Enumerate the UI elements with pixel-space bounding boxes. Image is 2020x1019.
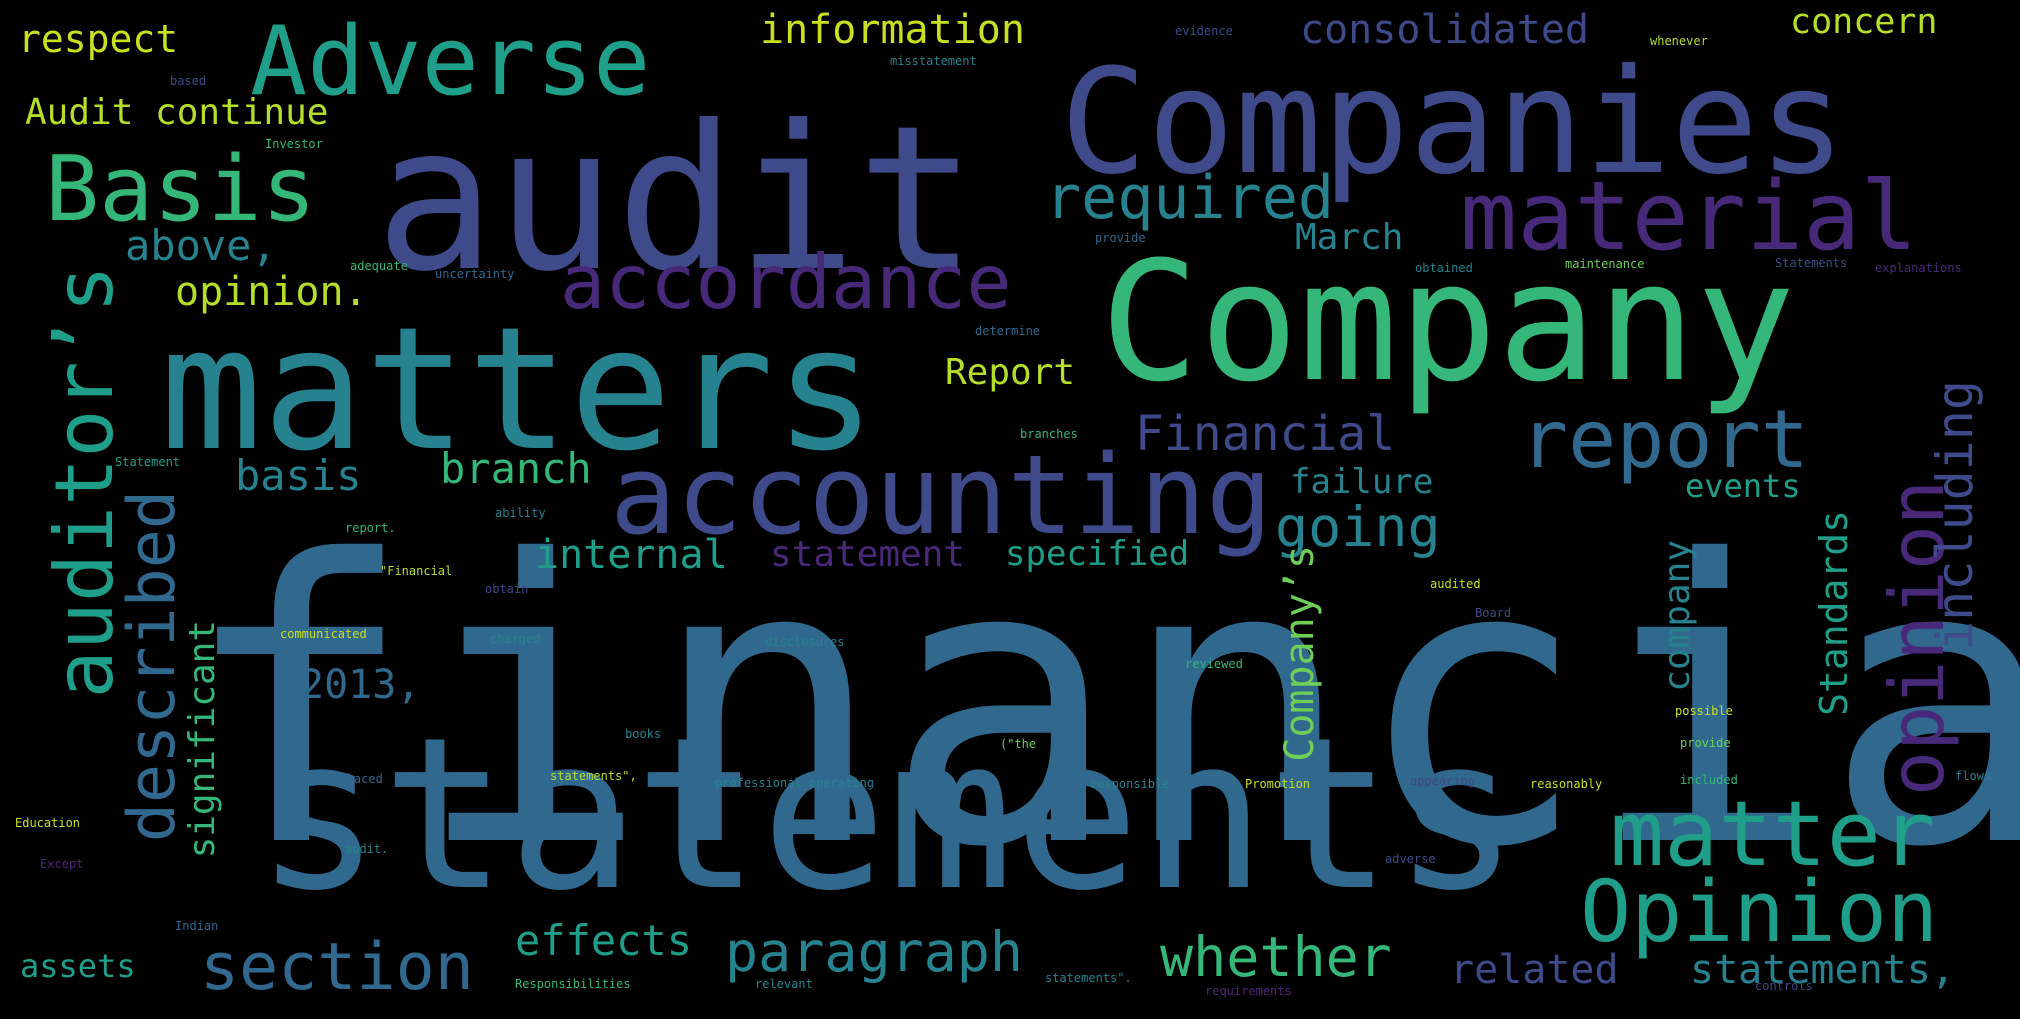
cloud-word: Responsibilities	[515, 977, 631, 991]
cloud-word: "Financial	[380, 564, 453, 578]
cloud-word: Financial	[1135, 406, 1396, 462]
cloud-word: requirements	[1205, 984, 1292, 998]
cloud-word: audit	[375, 83, 978, 316]
cloud-word: 2013,	[300, 662, 421, 708]
cloud-word: replaced	[325, 772, 383, 786]
cloud-word: charged	[490, 632, 541, 646]
cloud-word: effects	[515, 916, 693, 965]
cloud-word: adverse	[1385, 852, 1436, 866]
cloud-word: Except	[40, 857, 84, 871]
cloud-word: adequate	[350, 259, 408, 273]
cloud-word: Companies	[1060, 38, 1846, 207]
cloud-word: Investor	[265, 137, 323, 151]
cloud-word: failure	[1290, 462, 1434, 502]
cloud-word: obtained	[1415, 261, 1473, 275]
cloud-word: controls	[1755, 979, 1813, 993]
cloud-word: ("the	[1000, 737, 1037, 751]
cloud-word: events	[1685, 467, 1801, 505]
cloud-word: branch	[440, 444, 592, 493]
cloud-word: required	[1045, 163, 1334, 233]
cloud-word: above,	[125, 221, 277, 270]
cloud-word: whenever	[1650, 34, 1708, 48]
cloud-word: specified	[1005, 534, 1190, 574]
cloud-word: audit.	[345, 842, 389, 856]
cloud-word: provide	[1095, 231, 1146, 245]
cloud-word: uncertainty	[435, 267, 515, 281]
cloud-word: including	[1926, 380, 1984, 651]
cloud-word: statements,	[1690, 947, 1955, 993]
cloud-word: misstatement	[890, 54, 977, 68]
cloud-word: Promotion	[1245, 777, 1311, 791]
cloud-word: provide	[1680, 736, 1731, 750]
cloud-word: relevant	[755, 977, 813, 991]
cloud-word: explanations	[1875, 261, 1962, 275]
cloud-word: Audit continue	[25, 92, 329, 133]
cloud-word: Adverse	[250, 7, 651, 117]
cloud-word: Standards	[1812, 510, 1856, 716]
cloud-word: communicated	[280, 627, 367, 641]
cloud-word: significant	[182, 620, 223, 859]
cloud-word: opinion.	[175, 269, 368, 315]
cloud-word: determine	[975, 324, 1041, 338]
cloud-word: paragraph	[725, 920, 1024, 984]
cloud-word: statements",	[550, 769, 637, 783]
cloud-word: branches	[1020, 427, 1078, 441]
cloud-word: appearing	[1410, 774, 1476, 788]
cloud-word: Board	[1475, 606, 1512, 620]
cloud-word: concern	[1790, 2, 1938, 42]
cloud-word: matter	[1610, 782, 1936, 887]
cloud-word: Company	[1100, 226, 1796, 418]
cloud-word: going	[1275, 495, 1441, 559]
cloud-word: Company’s	[1277, 545, 1323, 762]
cloud-word: obtain	[485, 582, 529, 596]
cloud-word: statements".	[1045, 971, 1132, 985]
cloud-word: March	[1295, 217, 1404, 258]
cloud-word: reviewed	[1185, 657, 1243, 671]
cloud-word: Opinion	[1580, 863, 1939, 962]
cloud-word: books	[625, 727, 662, 741]
cloud-word: accordance	[560, 238, 1012, 326]
cloud-word: responsible	[1090, 777, 1170, 791]
cloud-word: report.	[345, 521, 396, 535]
cloud-word: accounting	[610, 431, 1273, 559]
cloud-word: ability	[495, 506, 546, 520]
cloud-word: Education	[15, 816, 81, 830]
cloud-word: whether	[1160, 925, 1392, 989]
cloud-word: Basis	[45, 137, 316, 242]
cloud-word: financial	[180, 478, 2020, 932]
cloud-word: Report	[945, 352, 1076, 393]
cloud-word: maintenance	[1565, 257, 1645, 271]
cloud-word: included	[1680, 773, 1738, 787]
cloud-word: assets	[20, 947, 136, 985]
cloud-word: Indian	[175, 919, 219, 933]
cloud-word: possible	[1675, 704, 1733, 718]
cloud-word: matters	[160, 291, 877, 489]
cloud-word: statement	[770, 534, 966, 575]
cloud-word: basis	[235, 451, 362, 500]
cloud-word: evidence	[1175, 24, 1233, 38]
cloud-word: Statement	[115, 455, 181, 469]
cloud-word: information	[760, 7, 1025, 53]
cloud-word: respect	[18, 17, 179, 61]
cloud-word: based	[170, 74, 207, 88]
cloud-word: Statements	[1775, 256, 1848, 270]
cloud-word: described	[115, 490, 190, 843]
cloud-word: section	[200, 930, 474, 1005]
cloud-word: disclosures	[765, 635, 845, 649]
cloud-word: statements	[255, 692, 1520, 937]
cloud-word: reasonably	[1530, 777, 1603, 791]
cloud-word: flows	[1955, 769, 1992, 783]
cloud-word: material	[1460, 162, 1918, 272]
cloud-word: consolidated	[1300, 7, 1589, 53]
cloud-word: company	[1657, 540, 1698, 692]
cloud-word: professional operating	[715, 776, 874, 790]
cloud-word: auditor’s	[38, 265, 131, 699]
cloud-word: report	[1520, 393, 1809, 486]
cloud-word: internal	[535, 532, 728, 578]
cloud-word: audited	[1430, 577, 1481, 591]
cloud-word: related	[1450, 947, 1619, 993]
